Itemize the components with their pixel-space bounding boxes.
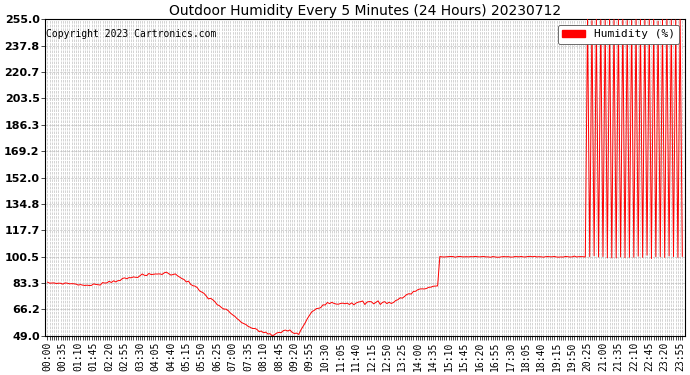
Title: Outdoor Humidity Every 5 Minutes (24 Hours) 20230712: Outdoor Humidity Every 5 Minutes (24 Hou… bbox=[169, 4, 561, 18]
Legend: Humidity (%): Humidity (%) bbox=[558, 25, 679, 44]
Text: Copyright 2023 Cartronics.com: Copyright 2023 Cartronics.com bbox=[46, 29, 216, 39]
